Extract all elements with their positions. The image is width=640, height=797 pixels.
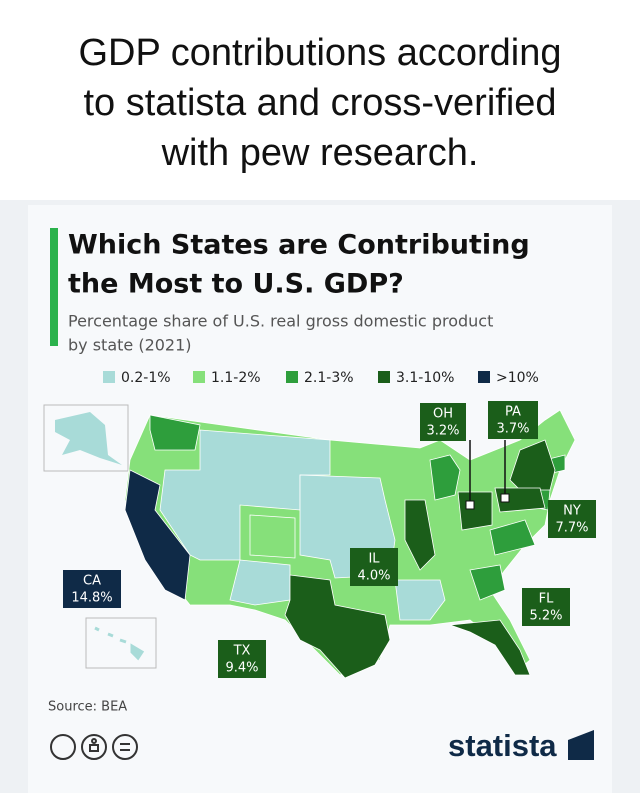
legend-swatch	[193, 371, 205, 383]
georgia	[469, 564, 506, 601]
callout-box	[522, 588, 570, 626]
legend-label: >10%	[496, 370, 539, 386]
callout-share: 9.4%	[225, 661, 258, 676]
callout-box	[218, 640, 266, 678]
card-title: Which States are Contributing	[68, 230, 530, 261]
callout-share: 3.2%	[426, 424, 459, 439]
alaska	[55, 412, 122, 465]
callout-state: FL	[539, 592, 554, 607]
caption-line: with pew research.	[161, 132, 479, 174]
callout-box	[548, 500, 596, 538]
illinois	[404, 499, 436, 571]
callout-box	[63, 570, 121, 608]
alaska-frame	[43, 404, 129, 472]
legend: 0.2-1% 1.1-2% 2.1-3% 3.1-10% >10%	[103, 370, 539, 386]
card-subtitle: Percentage share of U.S. real gross dome…	[68, 312, 493, 331]
states-south	[394, 579, 446, 621]
caption-line: to statista and cross-verified	[83, 82, 556, 124]
callout-share: 4.0%	[357, 569, 390, 584]
hawaii	[94, 626, 145, 661]
callout-state: PA	[505, 405, 521, 420]
legend-label: 1.1-2%	[211, 370, 261, 386]
brand-icon	[568, 730, 594, 760]
callout-share: 5.2%	[529, 609, 562, 624]
callout-state: OH	[433, 407, 453, 422]
callout-share: 7.7%	[555, 521, 588, 536]
map	[43, 404, 576, 679]
callout-box	[488, 401, 538, 439]
callouts: OH 3.2% PA 3.7% NY 7.7% IL 4.0% FL 5.2% CA 14.8% TX 9…	[63, 401, 596, 678]
new-mexico	[229, 559, 291, 606]
callout-box	[350, 548, 398, 586]
legend-label: 2.1-3%	[304, 370, 354, 386]
card-title: the Most to U.S. GDP?	[68, 269, 404, 300]
connector-dot	[465, 500, 475, 510]
colorado	[249, 514, 296, 559]
texas	[284, 574, 391, 679]
callout-state: IL	[368, 552, 380, 567]
license-icons	[50, 734, 138, 760]
washington	[149, 414, 201, 451]
legend-swatch	[286, 371, 298, 383]
caption-line: GDP contributions according	[79, 32, 562, 74]
connector-dot	[500, 493, 510, 503]
california	[124, 469, 191, 601]
callout-state: CA	[83, 574, 101, 589]
accent-bar	[50, 228, 58, 346]
card-subtitle: by state (2021)	[68, 336, 192, 355]
legend-swatch	[478, 371, 490, 383]
source: Source: BEA	[48, 700, 127, 715]
callout-share: 14.8%	[71, 591, 112, 606]
callout-share: 3.7%	[496, 422, 529, 437]
ohio	[457, 491, 493, 531]
virginia	[489, 519, 536, 556]
callout-box	[420, 403, 466, 441]
callout-state: NY	[563, 504, 581, 519]
legend-label: 0.2-1%	[121, 370, 171, 386]
michigan	[429, 454, 461, 501]
legend-swatch	[378, 371, 390, 383]
new-york	[509, 439, 556, 491]
hawaii-frame	[85, 617, 157, 669]
brand: statista	[448, 728, 557, 763]
legend-label: 3.1-10%	[396, 370, 454, 386]
legend-swatch	[103, 371, 115, 383]
callout-state: TX	[233, 644, 251, 659]
florida	[449, 619, 531, 676]
